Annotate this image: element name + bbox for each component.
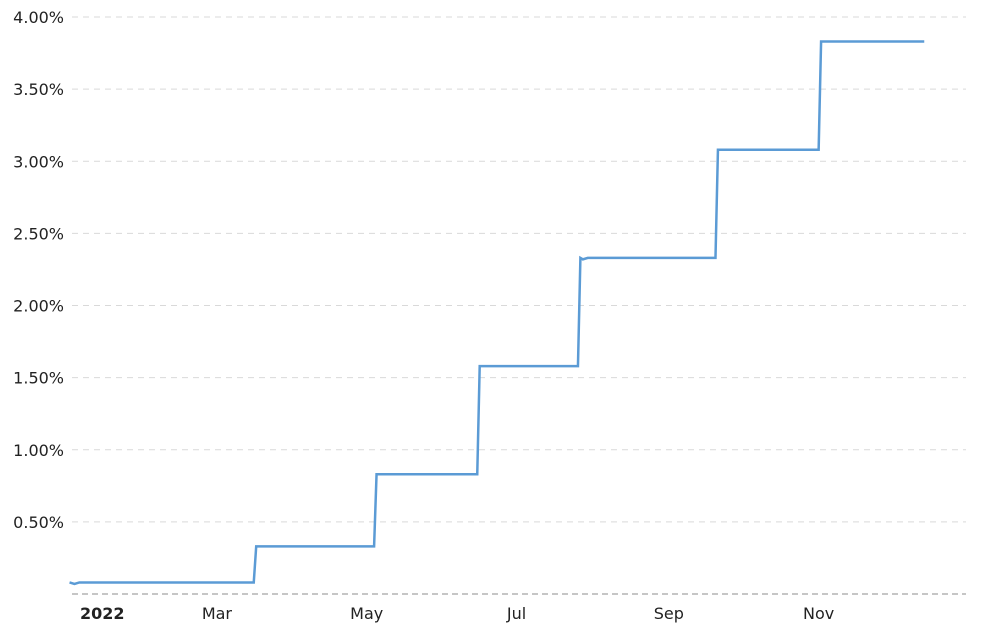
x-tick-label: Jul (506, 604, 526, 623)
y-tick-label: 1.50% (13, 369, 64, 388)
y-tick-label: 1.00% (13, 441, 64, 460)
series-line (69, 40, 925, 586)
x-tick-label: May (350, 604, 383, 623)
y-tick-label: 3.00% (13, 152, 64, 171)
series-layer (69, 40, 925, 586)
x-tick-label: 2022 (80, 604, 125, 623)
y-tick-label: 2.50% (13, 224, 64, 243)
y-tick-label: 0.50% (13, 513, 64, 532)
x-tick-label: Nov (803, 604, 834, 623)
y-tick-label: 4.00% (13, 8, 64, 27)
x-tick-label: Mar (202, 604, 233, 623)
x-tick-label: Sep (654, 604, 684, 623)
y-axis-ticks: 0.50% 1.00% 1.50% 2.00% 2.50% 3.00% 3.50% 4.00% (13, 8, 64, 532)
y-tick-label: 2.00% (13, 297, 64, 316)
y-tick-label: 3.50% (13, 80, 64, 99)
gridlines (72, 16, 966, 595)
x-axis-ticks: 2022 Mar May Jul Sep Nov (80, 604, 834, 623)
